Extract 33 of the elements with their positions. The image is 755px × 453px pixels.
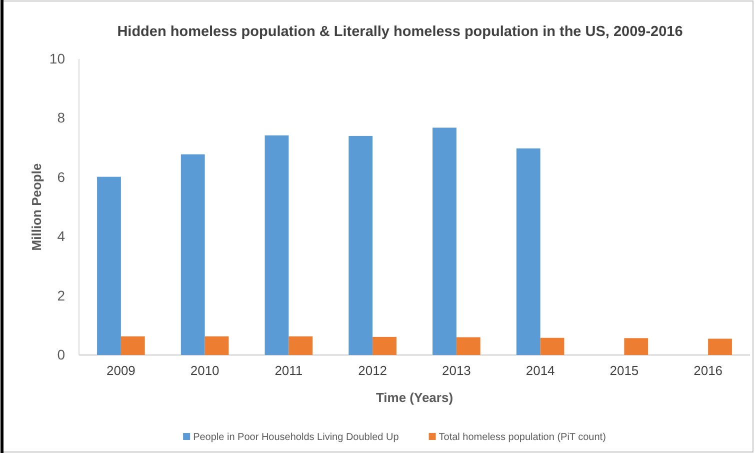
bar xyxy=(540,338,564,355)
chart-title: Hidden homeless population & Literally homeless population in the US, 2009-2016 xyxy=(117,24,683,40)
bar xyxy=(204,336,229,355)
y-tick-label: 10 xyxy=(49,50,66,66)
bar xyxy=(516,148,540,355)
bar xyxy=(432,128,456,355)
x-tick-label: 2016 xyxy=(694,363,723,378)
x-tick-label: 2010 xyxy=(190,363,220,378)
y-tick-label: 2 xyxy=(57,287,66,304)
bar xyxy=(97,176,121,355)
legend-label: Total homeless population (PiT count) xyxy=(438,432,606,443)
bar xyxy=(264,135,289,355)
y-tick-label: 0 xyxy=(57,346,66,362)
y-tick-label: 6 xyxy=(57,168,66,185)
legend-label: People in Poor Households Living Doubled Up xyxy=(193,432,400,443)
x-tick-label: 2014 xyxy=(526,363,555,378)
x-tick-label: 2009 xyxy=(106,363,136,378)
y-axis-title: Million People xyxy=(29,163,44,251)
bar xyxy=(624,338,648,355)
bar xyxy=(372,336,396,355)
x-tick-label: 2012 xyxy=(358,363,388,378)
x-tick-label: 2013 xyxy=(442,363,471,378)
y-tick-label: 4 xyxy=(57,228,66,244)
bar xyxy=(288,336,313,355)
bar xyxy=(120,336,145,355)
bar xyxy=(348,136,373,355)
bar xyxy=(456,337,480,355)
x-tick-label: 2015 xyxy=(610,363,639,378)
y-tick-label: 8 xyxy=(57,110,66,126)
bar xyxy=(708,338,732,355)
x-tick-label: 2011 xyxy=(274,363,303,378)
x-axis-title: Time (Years) xyxy=(376,390,454,405)
bar xyxy=(180,154,205,355)
